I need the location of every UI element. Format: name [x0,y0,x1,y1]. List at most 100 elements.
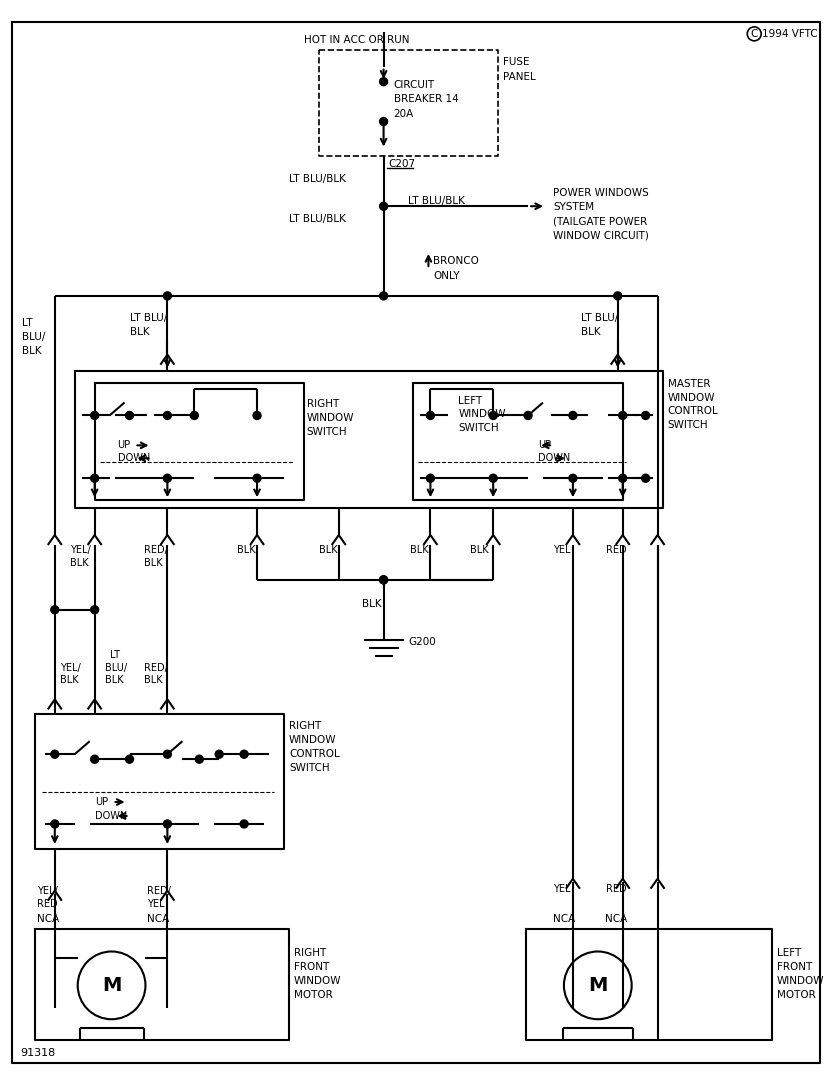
Text: POWER WINDOWS: POWER WINDOWS [553,188,649,199]
Text: FRONT: FRONT [294,962,329,972]
Text: UP: UP [118,441,131,450]
Text: WINDOW CIRCUIT): WINDOW CIRCUIT) [553,230,649,240]
Text: WINDOW: WINDOW [777,976,825,986]
Text: HOT IN ACC OR RUN: HOT IN ACC OR RUN [304,35,409,45]
Circle shape [190,411,198,419]
Text: LT BLU/: LT BLU/ [129,313,167,323]
Text: BLK: BLK [70,558,89,568]
Text: BLK: BLK [411,545,429,555]
Text: WINDOW: WINDOW [289,735,337,745]
Circle shape [91,411,99,419]
Text: YEL: YEL [148,899,165,908]
Circle shape [125,755,134,764]
Text: BLK: BLK [319,545,337,555]
Text: BLK: BLK [470,545,489,555]
Text: DOWN: DOWN [118,454,149,463]
Circle shape [51,751,58,758]
Circle shape [614,292,622,300]
Text: SWITCH: SWITCH [667,420,708,431]
Text: BRONCO: BRONCO [433,256,479,266]
Circle shape [380,118,387,125]
Circle shape [91,474,99,482]
Text: MOTOR: MOTOR [294,990,332,1000]
Text: SWITCH: SWITCH [307,428,347,437]
Circle shape [253,411,261,419]
Text: WINDOW: WINDOW [458,409,506,419]
Text: WINDOW: WINDOW [294,976,342,986]
Text: WINDOW: WINDOW [667,392,715,403]
Text: YEL/: YEL/ [70,545,90,555]
Text: FUSE: FUSE [504,57,529,67]
Text: C: C [751,29,758,39]
Text: NCA: NCA [148,914,170,923]
Text: NCA: NCA [605,914,627,923]
Circle shape [427,411,434,419]
Circle shape [240,820,248,828]
Circle shape [619,411,627,419]
Text: NCA: NCA [553,914,575,923]
Text: ONLY: ONLY [433,271,460,281]
Circle shape [489,411,497,419]
Text: LT BLU/BLK: LT BLU/BLK [289,214,346,225]
Text: MOTOR: MOTOR [777,990,816,1000]
Circle shape [641,474,650,482]
Text: SWITCH: SWITCH [289,764,330,773]
Text: M: M [588,976,608,995]
Text: YEL: YEL [553,883,570,894]
Text: CONTROL: CONTROL [667,406,718,417]
Circle shape [51,820,58,828]
Text: BLK: BLK [104,675,124,686]
Circle shape [240,751,248,758]
Text: BLK: BLK [362,598,382,609]
Text: RED/: RED/ [144,545,169,555]
Circle shape [215,751,223,758]
Text: BREAKER 14: BREAKER 14 [393,94,458,104]
Text: BLU/: BLU/ [104,662,127,673]
Text: RED: RED [37,899,58,908]
Text: 91318: 91318 [20,1048,55,1058]
Text: LT: LT [22,318,33,328]
Text: RIGHT: RIGHT [307,400,339,409]
Circle shape [619,474,627,482]
Text: WINDOW: WINDOW [307,414,354,423]
Circle shape [489,474,497,482]
Circle shape [164,751,171,758]
Text: M: M [102,976,121,995]
Text: RIGHT: RIGHT [289,721,321,731]
Text: LT: LT [109,649,119,660]
Text: FRONT: FRONT [777,962,812,972]
Circle shape [253,474,261,482]
Text: 20A: 20A [393,109,414,119]
Text: BLK: BLK [581,327,600,337]
Text: BLK: BLK [237,545,256,555]
Text: 1994 VFTC: 1994 VFTC [762,29,817,39]
Circle shape [164,474,171,482]
Circle shape [125,411,134,419]
Circle shape [380,292,387,300]
Text: YEL/: YEL/ [60,662,80,673]
Circle shape [51,606,58,613]
Text: LT BLU/: LT BLU/ [581,313,618,323]
Text: NCA: NCA [37,914,59,923]
Text: BLK: BLK [144,675,163,686]
Circle shape [569,411,577,419]
Text: BLK: BLK [60,675,78,686]
Text: RIGHT: RIGHT [294,948,326,958]
Circle shape [91,606,99,613]
Text: YEL/: YEL/ [37,886,58,895]
Circle shape [380,576,387,584]
Circle shape [380,202,387,211]
Circle shape [91,755,99,764]
Text: (TAILGATE POWER: (TAILGATE POWER [553,216,647,226]
Text: LT BLU/BLK: LT BLU/BLK [289,174,346,185]
Text: CONTROL: CONTROL [289,750,340,759]
Text: BLK: BLK [22,346,42,355]
Circle shape [569,474,577,482]
Text: C207: C207 [388,160,416,170]
Circle shape [641,411,650,419]
Circle shape [427,474,434,482]
Text: LT BLU/BLK: LT BLU/BLK [408,197,465,206]
Text: BLK: BLK [129,327,149,337]
Text: BLU/: BLU/ [22,332,45,341]
Text: RED: RED [605,883,626,894]
